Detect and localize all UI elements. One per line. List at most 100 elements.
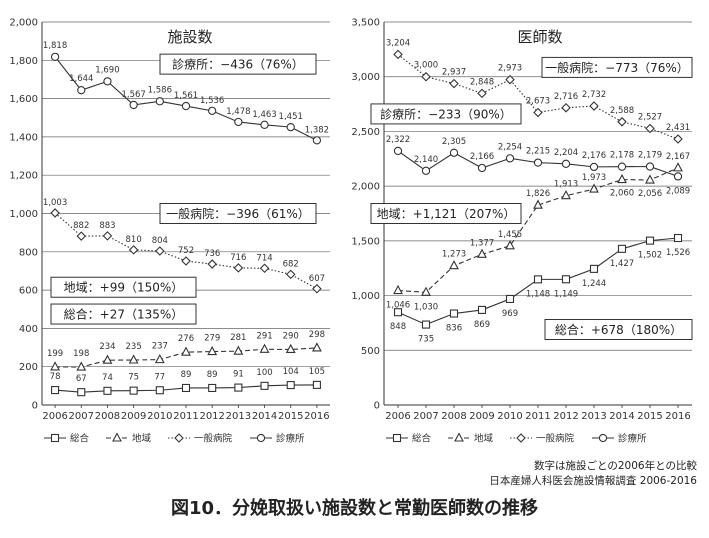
data-label: 1,826 — [526, 189, 550, 199]
data-point — [421, 166, 431, 175]
data-label: 2,215 — [526, 147, 550, 157]
data-point — [102, 354, 113, 364]
data-point — [589, 264, 599, 273]
annotation-box — [159, 203, 317, 224]
data-label: 2,973 — [498, 64, 522, 74]
data-point — [77, 388, 86, 397]
data-point — [393, 284, 403, 295]
data-point — [128, 245, 139, 255]
data-label: 2,716 — [554, 92, 578, 102]
x-tick-label: 2013 — [581, 411, 606, 422]
x-tick-label: 2015 — [278, 411, 303, 422]
legend-label: 総合 — [412, 433, 432, 445]
legend-label: 一般病院 — [194, 433, 233, 445]
data-point — [589, 162, 599, 172]
data-point — [505, 154, 515, 163]
y-tick-label: 1,000 — [9, 209, 38, 220]
data-point — [260, 120, 269, 129]
y-tick-label: 1,000 — [351, 291, 380, 302]
annotation-text: 地域：+99（150%） — [64, 281, 184, 295]
data-label: 752 — [178, 246, 194, 256]
data-point — [477, 88, 487, 99]
data-label: 716 — [230, 253, 246, 263]
annotation-box — [370, 103, 522, 125]
data-point — [76, 231, 87, 241]
data-label: 89 — [207, 370, 218, 380]
x-tick-label: 2009 — [469, 411, 494, 422]
y-tick-label: 2,000 — [351, 182, 380, 193]
data-label: 2,937 — [442, 68, 466, 78]
data-point — [617, 173, 627, 184]
data-point — [208, 383, 217, 393]
data-point — [259, 263, 270, 274]
data-point — [449, 78, 459, 89]
data-label: 290 — [283, 331, 299, 341]
data-point — [77, 86, 86, 95]
data-label: 1,046 — [386, 301, 410, 311]
data-point — [673, 134, 683, 144]
data-label: 1,003 — [43, 198, 67, 208]
data-point — [449, 260, 459, 270]
x-tick-label: 2007 — [69, 411, 94, 422]
data-point — [312, 380, 321, 389]
data-point — [51, 386, 60, 395]
data-point — [533, 275, 543, 284]
data-label: 198 — [73, 349, 89, 359]
data-label: 2,179 — [638, 151, 662, 161]
x-tick-label: 2016 — [665, 411, 690, 422]
data-label: 276 — [178, 334, 194, 344]
data-point — [645, 174, 655, 184]
annotation-box — [541, 56, 693, 78]
data-point — [103, 77, 112, 86]
data-point — [617, 117, 627, 127]
y-tick-label: 0 — [32, 401, 38, 412]
data-label: 714 — [256, 253, 272, 263]
data-label: 3,000 — [414, 61, 438, 71]
data-point — [154, 353, 165, 364]
data-point — [421, 286, 431, 296]
data-point — [50, 52, 60, 62]
data-label: 1,377 — [470, 238, 494, 248]
y-tick-label: 1,200 — [9, 171, 38, 182]
data-label: 2,178 — [610, 151, 634, 161]
data-point — [128, 354, 139, 364]
data-label: 736 — [204, 249, 220, 259]
data-label: 2,732 — [582, 90, 606, 100]
data-point — [286, 381, 295, 390]
data-label: 883 — [99, 221, 115, 231]
data-point — [181, 383, 191, 393]
annotation-text: 診療所：−436（76%） — [172, 57, 304, 72]
data-label: 2,089 — [666, 186, 690, 196]
annotation-text: 地域：+1,121（207%） — [377, 207, 516, 221]
data-point — [561, 103, 571, 113]
data-label: 804 — [152, 236, 168, 246]
data-point — [234, 117, 243, 127]
data-point — [259, 343, 270, 353]
data-label: 836 — [446, 324, 462, 334]
data-point — [645, 162, 655, 171]
data-label: 1,818 — [43, 41, 67, 51]
x-tick-label: 2006 — [385, 411, 410, 422]
y-tick-label: 400 — [19, 324, 38, 335]
y-tick-label: 1,400 — [9, 132, 38, 143]
data-label: 2,056 — [638, 189, 662, 199]
data-point — [617, 244, 627, 253]
x-tick-label: 2011 — [173, 411, 198, 422]
data-label: 78 — [50, 372, 61, 382]
data-label: 3,204 — [386, 38, 410, 48]
data-label: 810 — [126, 235, 142, 245]
y-tick-label: 600 — [19, 286, 38, 297]
data-point — [233, 263, 244, 273]
annotation-text: 総合：+678（180%） — [555, 322, 682, 337]
data-label: 89 — [181, 370, 192, 380]
annotation-text: 一般病院：−396（61%） — [166, 206, 310, 221]
data-label: 1,382 — [305, 125, 329, 135]
data-point — [393, 49, 403, 60]
data-label: 882 — [73, 221, 89, 231]
data-label: 2,673 — [526, 96, 550, 106]
annotation-text: 一般病院：−773（76%） — [545, 60, 689, 75]
data-point — [285, 269, 296, 280]
data-point — [645, 236, 655, 245]
data-label: 105 — [309, 367, 325, 377]
